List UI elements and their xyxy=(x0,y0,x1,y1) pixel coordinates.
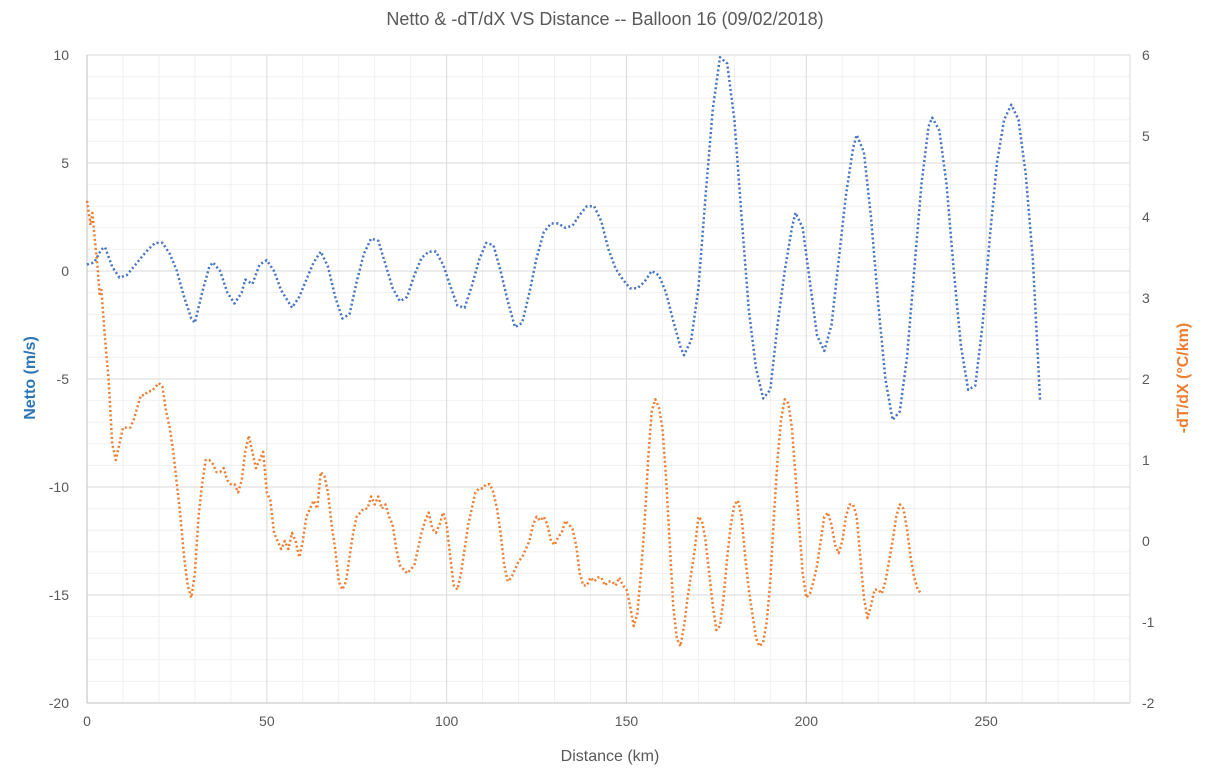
x-tick-label: 150 xyxy=(615,713,639,729)
series-layer xyxy=(85,55,1042,648)
y-tick-label: -15 xyxy=(49,587,69,603)
y2-tick-label: 4 xyxy=(1142,209,1150,225)
dtdx-series-line xyxy=(85,200,923,648)
x-tick-label: 50 xyxy=(259,713,275,729)
y-tick-label: -20 xyxy=(49,695,69,711)
tick-labels: 0 50 100 150 200 2501050-5-10-15-206543210-1-… xyxy=(49,47,1155,729)
y2-axis-title: -dT/dX (°C/km) xyxy=(1175,323,1192,433)
y2-tick-label: 6 xyxy=(1142,47,1150,63)
x-tick-label: 200 xyxy=(795,713,819,729)
x-tick-label: 0 xyxy=(83,713,91,729)
x-tick-label: 100 xyxy=(435,713,459,729)
y2-tick-label: 5 xyxy=(1142,128,1150,144)
y-tick-label: -10 xyxy=(49,479,69,495)
netto-series-line xyxy=(86,55,1042,422)
x-tick-label: 250 xyxy=(974,713,998,729)
y-axis-title: Netto (m/s) xyxy=(22,336,39,420)
y2-tick-label: 1 xyxy=(1142,452,1150,468)
y-tick-label: -5 xyxy=(57,371,70,387)
x-axis-title: Distance (km) xyxy=(561,748,660,765)
plot-axes xyxy=(86,55,1130,704)
major-gridlines xyxy=(87,54,1131,704)
y-tick-label: 5 xyxy=(61,155,69,171)
y2-tick-label: 0 xyxy=(1142,533,1150,549)
chart-title: Netto & -dT/dX VS Distance -- Balloon 16… xyxy=(386,9,823,29)
y2-tick-label: 3 xyxy=(1142,290,1150,306)
y-tick-label: 10 xyxy=(53,47,69,63)
y2-tick-label: -1 xyxy=(1142,614,1155,630)
y2-tick-label: -2 xyxy=(1142,695,1155,711)
y-tick-label: 0 xyxy=(61,263,69,279)
y2-tick-label: 2 xyxy=(1142,371,1150,387)
